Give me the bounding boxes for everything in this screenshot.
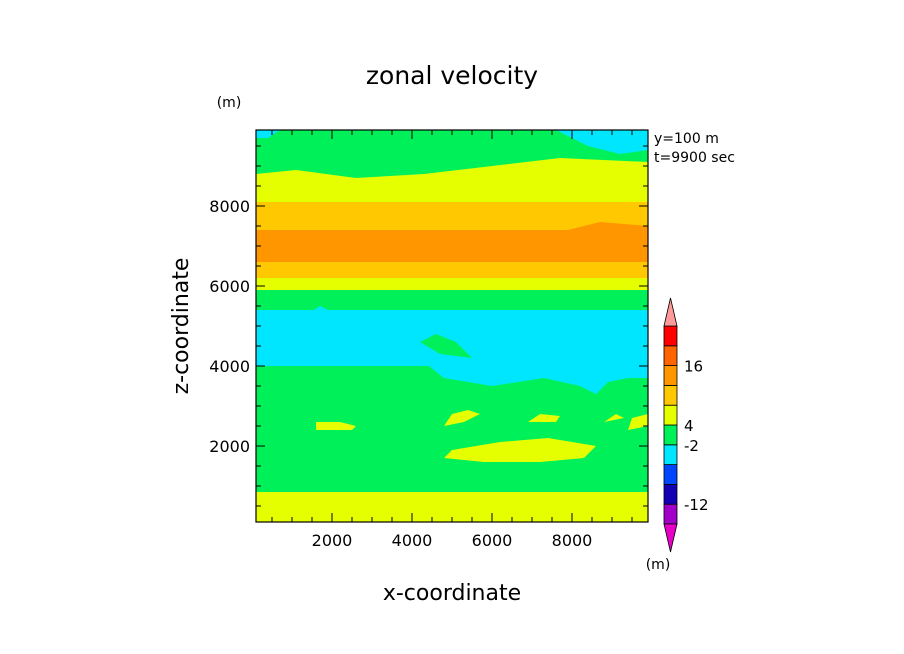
y-axis-label: z-coordinate bbox=[169, 258, 194, 395]
contour-band bbox=[256, 278, 648, 290]
contour-region bbox=[256, 130, 280, 138]
colorbar-label: -12 bbox=[684, 496, 709, 514]
colorbar-swatch bbox=[663, 464, 678, 485]
colorbar-label: -2 bbox=[684, 437, 699, 455]
y-tick-label: 4000 bbox=[209, 357, 250, 376]
x-tick-label: 8000 bbox=[552, 531, 593, 550]
contour-band bbox=[256, 492, 648, 514]
colorbar-swatch bbox=[663, 365, 678, 386]
colorbar-max-arrow bbox=[663, 297, 678, 327]
contour-region bbox=[316, 422, 356, 430]
contour-region bbox=[384, 230, 412, 246]
contour-region bbox=[556, 130, 648, 154]
contour-band bbox=[256, 406, 648, 446]
chart-title: zonal velocity bbox=[366, 61, 538, 90]
colorbar-swatch bbox=[663, 325, 678, 347]
y-unit-label: (m) bbox=[217, 95, 242, 111]
colorbar-label: 16 bbox=[684, 358, 703, 376]
colorbar-swatch bbox=[663, 384, 678, 406]
contour-region bbox=[444, 410, 480, 426]
y-tick-label: 2000 bbox=[209, 437, 250, 456]
info-line-t: t=9900 sec bbox=[654, 150, 735, 166]
contour-region bbox=[256, 158, 648, 190]
contour-plot-area bbox=[256, 130, 648, 522]
x-tick-label: 4000 bbox=[392, 531, 433, 550]
axes: 2000 4000 6000 8000 2000 4000 6000 8000 bbox=[209, 130, 648, 550]
contour-band bbox=[256, 262, 648, 278]
contour-region bbox=[388, 516, 424, 522]
colorbar-min-arrow bbox=[663, 523, 678, 553]
x-tick-label: 2000 bbox=[312, 531, 353, 550]
contour-band bbox=[256, 290, 648, 310]
contour-region bbox=[444, 438, 596, 462]
contour-region bbox=[428, 230, 444, 238]
contour-region bbox=[528, 414, 560, 422]
colorbar: 16 4 -2 -12 bbox=[663, 297, 709, 553]
x-axis-label: x-coordinate bbox=[383, 581, 521, 606]
contour-region bbox=[256, 234, 304, 262]
colorbar-swatch bbox=[663, 444, 678, 465]
colorbar-swatch bbox=[663, 404, 678, 426]
contour-region bbox=[524, 222, 648, 262]
contour-band bbox=[256, 130, 648, 146]
x-tick-label: 6000 bbox=[472, 531, 513, 550]
colorbar-swatch bbox=[663, 345, 678, 366]
colorbar-swatch bbox=[663, 483, 678, 505]
y-tick-label: 6000 bbox=[209, 277, 250, 296]
contour-region bbox=[604, 414, 624, 422]
colorbar-label: 4 bbox=[684, 417, 694, 435]
contour-region bbox=[420, 334, 472, 358]
colorbar-unit-label: (m) bbox=[646, 557, 671, 573]
colorbar-swatch bbox=[663, 503, 678, 525]
contour-region bbox=[424, 206, 564, 222]
info-line-y: y=100 m bbox=[654, 131, 719, 147]
y-tick-label: 8000 bbox=[209, 197, 250, 216]
colorbar-swatch bbox=[663, 424, 678, 446]
